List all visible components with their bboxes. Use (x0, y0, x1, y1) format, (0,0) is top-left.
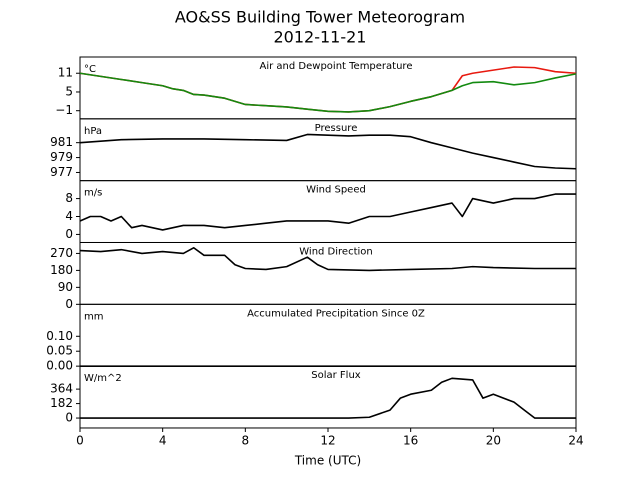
data-line (79, 72, 577, 113)
data-line (79, 133, 577, 170)
x-tick-label: 20 (486, 433, 501, 447)
data-line (79, 246, 576, 272)
y-tick-label: 90 (58, 280, 73, 294)
panel-title: Air and Dewpoint Temperature (260, 61, 413, 72)
y-tick-label: 0.05 (46, 344, 73, 358)
y-tick-label: 0 (65, 227, 73, 241)
y-tick-label: 270 (50, 246, 73, 260)
chart-title: AO&SS Building Tower Meteorogram (175, 8, 465, 27)
unit-label: °C (84, 64, 96, 75)
y-tick-label: 977 (50, 165, 73, 179)
x-tick-label: 12 (320, 433, 335, 447)
x-axis-label: Time (UTC) (294, 454, 361, 468)
unit-label: W/m^2 (84, 373, 122, 384)
y-tick-label: 5 (65, 84, 73, 98)
data-line (80, 377, 576, 419)
panel-title: Pressure (315, 123, 358, 134)
x-tick-label: 16 (403, 433, 418, 447)
unit-label: hPa (84, 126, 102, 137)
data-line (79, 193, 576, 231)
panel-title: Wind Direction (299, 246, 373, 257)
data-line (79, 66, 577, 113)
panel-title: Solar Flux (311, 370, 361, 381)
panel-title: Accumulated Precipitation Since 0Z (247, 308, 425, 319)
panel-frame (79, 365, 577, 429)
chart-subtitle: 2012-11-21 (274, 28, 367, 47)
y-tick-label: 364 (50, 382, 73, 396)
y-tick-label: −1 (55, 103, 73, 117)
x-tick-label: 8 (242, 433, 250, 447)
y-tick-label: 0 (65, 297, 73, 311)
y-tick-label: 11 (58, 66, 73, 80)
y-tick-label: 0.00 (46, 359, 73, 373)
unit-label: mm (84, 311, 103, 322)
unit-label: m/s (84, 188, 102, 199)
y-tick-label: 979 (50, 150, 73, 164)
y-tick-label: 8 (65, 191, 73, 205)
x-tick-label: 24 (568, 433, 583, 447)
y-tick-label: 180 (50, 263, 73, 277)
x-tick-label: 4 (159, 433, 167, 447)
panel-title: Wind Speed (306, 185, 366, 196)
y-tick-label: 981 (50, 135, 73, 149)
y-tick-label: 182 (50, 396, 73, 410)
x-tick-label: 0 (76, 433, 84, 447)
y-tick-label: 0.10 (46, 329, 73, 343)
y-tick-label: 0 (65, 411, 73, 425)
y-tick-label: 4 (65, 209, 73, 223)
